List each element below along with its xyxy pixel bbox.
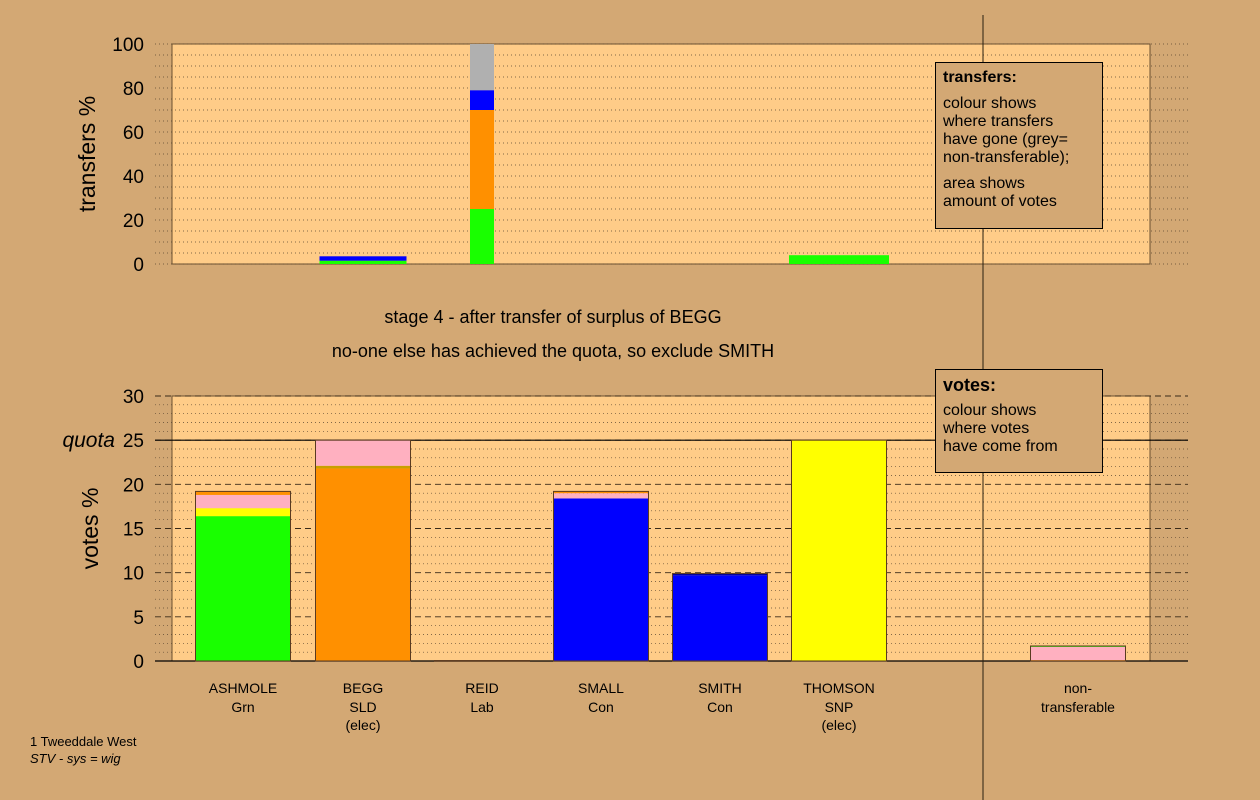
votes-y-tick-label: 0 (133, 652, 144, 673)
vote-bar-outline (672, 573, 768, 662)
vote-bar-segment (672, 573, 768, 576)
category-name-label: non- (1064, 680, 1092, 696)
category-name-label: REID (465, 680, 498, 696)
category-party-label: SLD (349, 699, 376, 715)
vote-bar-segment (791, 440, 887, 661)
quota-label: quota (62, 429, 115, 452)
votes-legend-line: where votes (943, 420, 1030, 437)
vote-bar-outline (1030, 645, 1126, 662)
vote-bar-segment (315, 465, 411, 469)
transfer-bar-segment (470, 44, 494, 91)
vote-bar-outline (434, 660, 530, 662)
category-name-label: ASHMOLE (209, 680, 277, 696)
vote-bar-segment (553, 491, 649, 494)
transfers-y-axis-label: transfers % (74, 96, 100, 212)
category-note-label: (elec) (821, 717, 856, 733)
transfers-y-tick-label: 0 (133, 255, 144, 276)
transfers-legend: transfers: colour shows where transfers … (935, 62, 1103, 229)
votes-legend-line: have come from (943, 438, 1058, 455)
transfers-y-tick-label: 20 (123, 211, 144, 232)
votes-legend-title: votes: (943, 375, 997, 395)
ward-name: 1 Tweeddale West (30, 734, 137, 749)
transfers-legend-line: non-transferable); (943, 149, 1070, 166)
category-party-label: Grn (231, 699, 254, 715)
transfers-legend-line: where transfers (943, 113, 1054, 130)
votes-y-tick-label: 30 (123, 387, 144, 408)
transfer-bar-segment (319, 256, 407, 261)
vote-bar-segment (195, 494, 291, 509)
vote-bar-segment (1030, 646, 1126, 661)
transfers-legend-line: area shows (943, 175, 1025, 192)
vote-bar-outline (791, 439, 887, 662)
vote-bar-segment (195, 508, 291, 517)
transfers-y-tick-label: 60 (123, 123, 144, 144)
votes-y-axis-label: votes % (77, 488, 103, 570)
system-label: STV - sys = wig (30, 751, 121, 766)
stage-title: stage 4 - after transfer of surplus of B… (384, 307, 721, 327)
votes-legend: votes: colour shows where votes have com… (935, 369, 1103, 473)
votes-y-tick-label: 5 (133, 608, 144, 629)
transfers-y-tick-label: 80 (123, 79, 144, 100)
votes-legend-line: colour shows (943, 402, 1037, 419)
transfers-legend-line: amount of votes (943, 193, 1057, 210)
votes-chart: 0 5 10 15 20 25 30 quota votes % (62, 387, 1188, 673)
votes-y-tick-label: 20 (123, 475, 144, 496)
category-party-label: Con (707, 699, 733, 715)
category-name-label: SMALL (578, 680, 624, 696)
stage-subtitle: no-one else has achieved the quota, so e… (332, 341, 774, 361)
category-name-label: THOMSON (803, 680, 875, 696)
vote-bar-outline (195, 490, 291, 662)
transfer-bar-segment (470, 90, 494, 110)
vote-bar-segment (553, 498, 649, 661)
chart-labels: stage 4 - after transfer of surplus of B… (209, 15, 1115, 800)
category-name-label: BEGG (343, 680, 383, 696)
category-party-label: SNP (825, 699, 854, 715)
category-party-label: Lab (470, 699, 494, 715)
vote-bar-outline (553, 490, 649, 662)
transfer-bar-segment (319, 260, 407, 264)
category-note-label: (elec) (345, 717, 380, 733)
transfers-y-tick-label: 100 (112, 35, 144, 56)
transfers-legend-line: have gone (grey= (943, 131, 1068, 148)
transfer-bar-segment (470, 209, 494, 264)
category-party-label: transferable (1041, 699, 1115, 715)
vote-bar-segment (553, 493, 649, 499)
votes-y-tick-label: 25 (123, 431, 144, 452)
transfers-y-tick-label: 40 (123, 167, 144, 188)
vote-bar-outline (315, 439, 411, 662)
vote-bar-segment (195, 516, 291, 661)
transfer-bar-segment (789, 255, 889, 264)
vote-bar-segment (195, 491, 291, 495)
category-party-label: Con (588, 699, 614, 715)
transfer-bar-segment (470, 110, 494, 209)
transfers-legend-title: transfers: (943, 69, 1017, 86)
votes-y-tick-label: 15 (123, 520, 144, 541)
vote-bar-segment (315, 468, 411, 661)
footer: 1 Tweeddale West STV - sys = wig (30, 733, 136, 767)
category-name-label: SMITH (698, 680, 742, 696)
transfers-legend-line: colour shows (943, 95, 1037, 112)
votes-y-tick-label: 10 (123, 564, 144, 585)
vote-bar-segment (672, 575, 768, 661)
vote-bar-segment (315, 440, 411, 466)
